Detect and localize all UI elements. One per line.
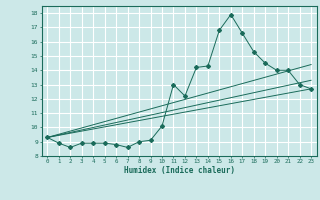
X-axis label: Humidex (Indice chaleur): Humidex (Indice chaleur) [124,166,235,175]
